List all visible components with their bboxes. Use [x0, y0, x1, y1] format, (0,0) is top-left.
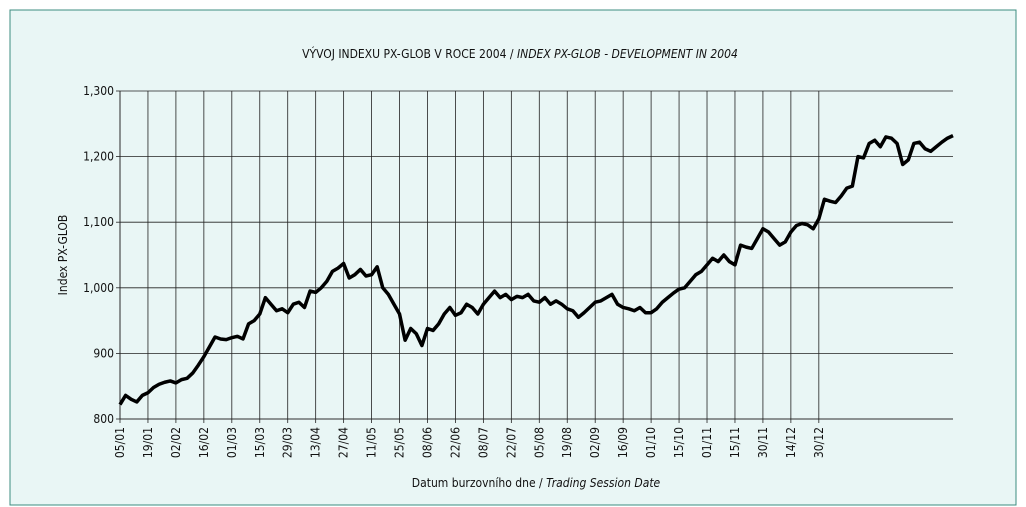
x-tick-label: 05/08 — [532, 427, 546, 458]
x-tick-label: 01/10 — [644, 427, 658, 458]
y-tick-label: 900 — [93, 346, 114, 360]
x-tick-label: 13/04 — [309, 427, 323, 458]
y-axis-label: Index PX-GLOB — [56, 215, 70, 296]
title: VÝVOJ INDEXU PX-GLOB V ROCE 2004 / — [302, 46, 517, 61]
x-tick-label: 11/05 — [365, 427, 379, 458]
x-tick-label: 01/03 — [225, 427, 239, 458]
x-tick-label: 08/06 — [420, 427, 434, 458]
x-tick-label: 08/07 — [476, 427, 490, 458]
x-tick-label: 27/04 — [337, 427, 351, 458]
x-label-en: Trading Session Date — [546, 476, 660, 490]
x-tick-label: 15/10 — [672, 427, 686, 458]
x-axis-label: Datum burzovního dne / Trading Session D… — [412, 476, 661, 490]
y-tick-label: 1,300 — [83, 84, 114, 98]
x-tick-label: 22/07 — [504, 427, 518, 458]
y-tick-label: 800 — [93, 412, 114, 426]
x-tick-label: 19/01 — [141, 427, 155, 458]
x-tick-label: 22/06 — [448, 427, 462, 458]
y-tick-label: 1,000 — [83, 281, 114, 295]
x-tick-label: 15/11 — [728, 427, 742, 458]
x-tick-label: 29/03 — [281, 427, 295, 458]
x-tick-label: 19/08 — [560, 427, 574, 458]
x-tick-label: 14/12 — [784, 427, 798, 458]
x-tick-label: 30/11 — [756, 427, 770, 458]
x-label: Datum burzovního dne / — [412, 476, 546, 490]
y-tick-label: 1,100 — [83, 215, 114, 229]
x-tick-label: 16/09 — [616, 427, 630, 458]
x-tick-label: 02/09 — [588, 427, 602, 458]
frame — [9, 9, 1017, 506]
index-line — [118, 134, 954, 406]
x-tick-label: 15/03 — [253, 427, 267, 458]
x-tick-label: 05/01 — [113, 427, 127, 458]
chart-title: VÝVOJ INDEXU PX-GLOB V ROCE 2004 / INDEX… — [302, 46, 738, 61]
x-tick-label: 25/05 — [393, 427, 407, 458]
x-tick-label: 01/11 — [700, 427, 714, 458]
x-tick-label: 30/12 — [812, 427, 826, 458]
y-tick-label: 1,200 — [83, 150, 114, 164]
x-tick-label: 16/02 — [197, 427, 211, 458]
x-tick-label: 02/02 — [169, 427, 183, 458]
title-en: INDEX PX-GLOB - DEVELOPMENT IN 2004 — [517, 47, 738, 61]
